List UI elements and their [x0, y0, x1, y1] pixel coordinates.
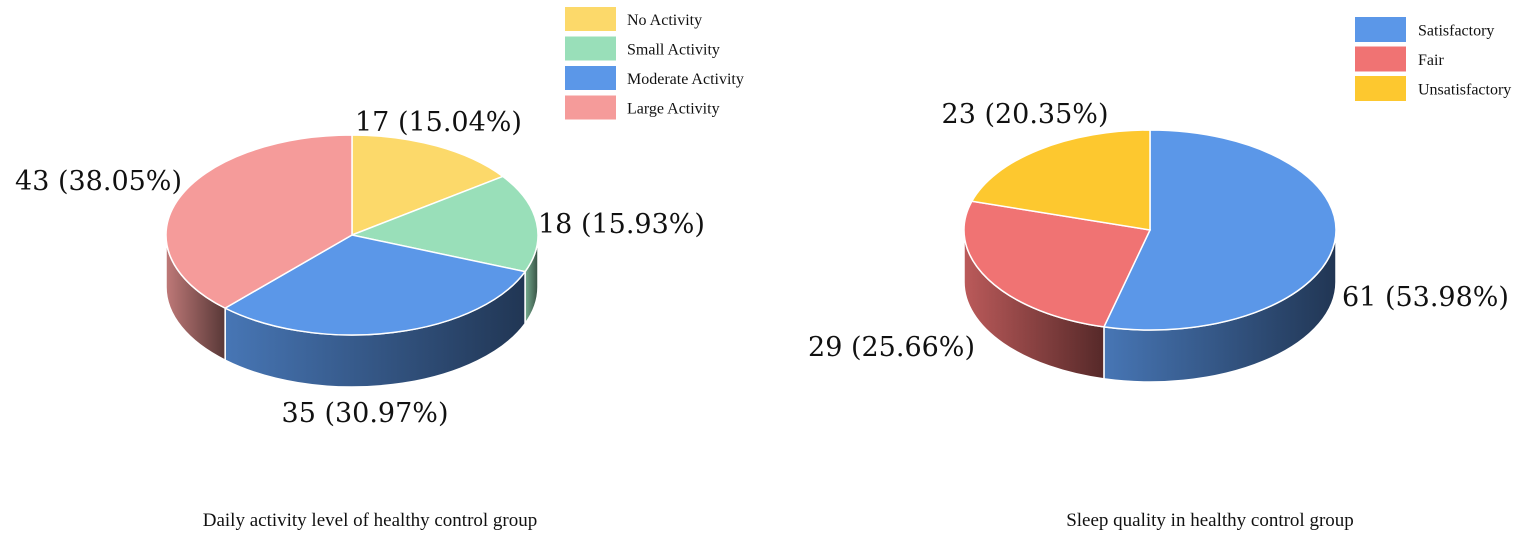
pie-data-labels: 17 (15.04%) 18 (15.93%) 35 (30.97%) 43 (38.…	[15, 107, 705, 429]
legend-label-small-activity: Small Activity	[627, 42, 720, 59]
legend-label-unsatisfactory: Unsatisfactory	[1418, 82, 1511, 99]
data-label-large-activity: 43 (38.05%)	[15, 166, 182, 197]
legend-swatch-moderate-activity	[565, 66, 616, 90]
legend-swatch-unsatisfactory	[1355, 76, 1406, 101]
legend-swatch-large-activity	[565, 95, 616, 120]
legend-label-no-activity: No Activity	[627, 12, 702, 29]
pie-slices	[165, 134, 539, 336]
data-label-moderate-activity: 35 (30.97%)	[282, 398, 449, 429]
legend: Satisfactory Fair Unsatisfactory	[1355, 17, 1511, 101]
legend-swatch-fair	[1355, 46, 1406, 72]
data-label-no-activity: 17 (15.04%)	[355, 107, 522, 138]
pie-slice-moderate-activity	[223, 234, 527, 336]
legend-label-large-activity: Large Activity	[627, 101, 720, 118]
legend-label-fair: Fair	[1418, 52, 1444, 69]
legend-swatch-small-activity	[565, 36, 616, 61]
legend: No Activity Small Activity Moderate Activi…	[565, 7, 744, 120]
chart-title: Sleep quality in healthy control group	[1066, 510, 1354, 531]
data-label-fair: 29 (25.66%)	[808, 332, 975, 363]
pie-data-labels: 61 (53.98%) 29 (25.66%) 23 (20.35%)	[808, 99, 1509, 363]
chart-title: Daily activity level of healthy control …	[203, 510, 538, 531]
data-label-satisfactory: 61 (53.98%)	[1342, 282, 1509, 313]
activity-pie-chart: 17 (15.04%) 18 (15.93%) 35 (30.97%) 43 (38.…	[15, 7, 744, 531]
data-label-unsatisfactory: 23 (20.35%)	[942, 99, 1109, 130]
pie-slice-satisfactory	[1102, 129, 1337, 331]
pie-slice-no-activity	[351, 134, 505, 237]
pie-slices	[963, 129, 1337, 331]
pie-slice-fair	[963, 200, 1152, 328]
pie-slice-small-activity	[349, 175, 539, 273]
legend-swatch-satisfactory	[1355, 17, 1406, 42]
legend-label-satisfactory: Satisfactory	[1418, 23, 1494, 40]
pie-slice-large-activity	[165, 134, 353, 309]
pie-slice-unsatisfactory	[970, 129, 1151, 231]
legend-swatch-no-activity	[565, 7, 616, 31]
data-label-small-activity: 18 (15.93%)	[538, 209, 705, 240]
sleep-pie-chart: 61 (53.98%) 29 (25.66%) 23 (20.35%) Satisfa…	[808, 17, 1511, 531]
legend-label-moderate-activity: Moderate Activity	[627, 71, 744, 88]
